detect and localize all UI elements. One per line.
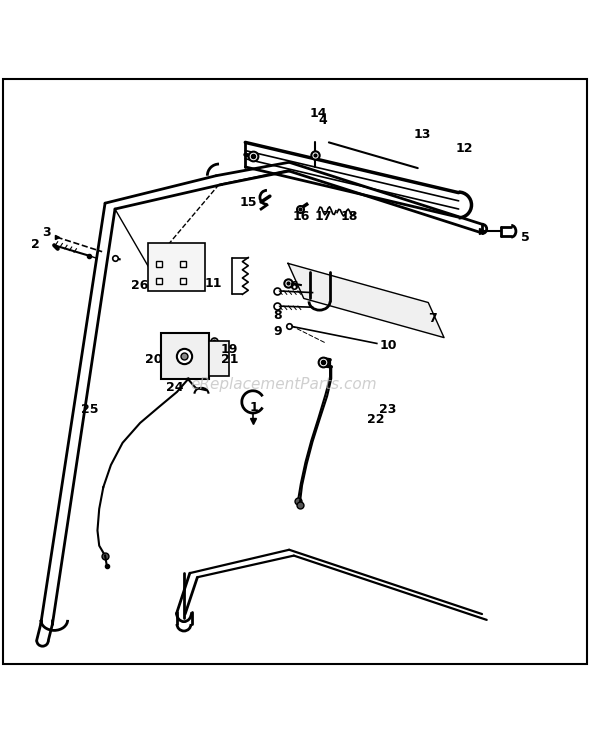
Text: 18: 18 — [340, 210, 358, 223]
Text: 3: 3 — [42, 226, 51, 239]
Text: 6: 6 — [290, 280, 298, 293]
Text: 26: 26 — [132, 279, 149, 291]
Text: 20: 20 — [145, 354, 162, 366]
Bar — [208, 341, 229, 376]
Text: 25: 25 — [80, 403, 98, 416]
Text: 10: 10 — [380, 339, 397, 351]
Text: 1: 1 — [250, 401, 258, 415]
Text: 7: 7 — [428, 312, 437, 325]
Text: 13: 13 — [414, 128, 431, 140]
Text: 15: 15 — [240, 195, 257, 209]
Text: 4: 4 — [319, 114, 327, 127]
Bar — [160, 333, 208, 378]
Text: eReplacementParts.com: eReplacementParts.com — [190, 377, 376, 392]
Text: 16: 16 — [292, 210, 310, 223]
Text: 2: 2 — [31, 238, 40, 250]
Text: 22: 22 — [367, 413, 385, 426]
Polygon shape — [288, 263, 444, 337]
Bar — [148, 243, 205, 291]
Text: 24: 24 — [166, 381, 184, 395]
Text: 11: 11 — [204, 277, 222, 291]
Text: 14: 14 — [310, 107, 327, 120]
Text: 17: 17 — [314, 210, 332, 223]
Text: 12: 12 — [455, 142, 473, 155]
Text: 23: 23 — [379, 403, 396, 416]
Text: 21: 21 — [221, 354, 238, 366]
Text: 5: 5 — [522, 230, 530, 244]
Text: 9: 9 — [273, 325, 282, 338]
Text: 8: 8 — [273, 310, 282, 322]
Text: 19: 19 — [221, 343, 238, 356]
